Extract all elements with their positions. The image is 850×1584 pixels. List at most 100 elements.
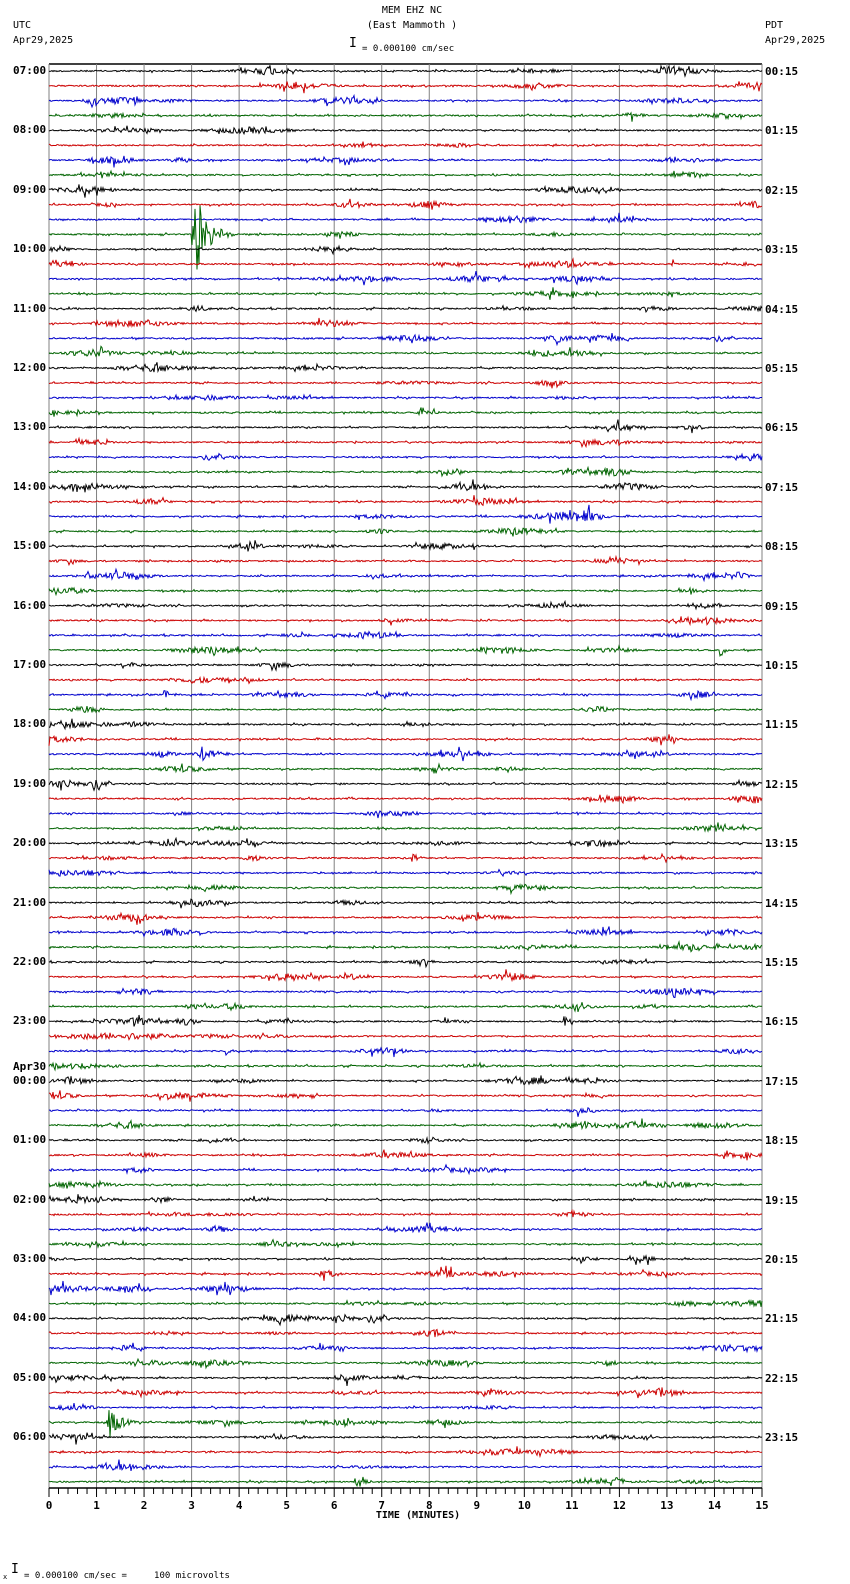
trace-row (48, 452, 763, 462)
x-tick-label: 3 (188, 1499, 195, 1512)
pdt-hour-label: 14:15 (765, 896, 799, 910)
utc-hour-label: 20:00 (13, 836, 47, 850)
trace-row (48, 689, 763, 702)
pdt-hour-label: 06:15 (765, 421, 799, 435)
pdt-hour-label: 12:15 (765, 777, 799, 791)
utc-hour-label: 23:00 (13, 1014, 47, 1028)
pdt-hour-label: 20:15 (765, 1253, 799, 1266)
utc-hour-label: 16:00 (13, 598, 47, 612)
trace-row (48, 793, 763, 805)
trace-row (48, 1402, 763, 1411)
trace-row (48, 198, 762, 210)
trace-row (48, 1387, 763, 1399)
x-tick-label: 1 (93, 1499, 100, 1512)
trace-row (48, 304, 763, 314)
trace-row (48, 155, 763, 168)
trace-row (48, 1254, 763, 1265)
left-timezone: UTC (13, 20, 32, 31)
trace-row (49, 419, 763, 434)
footer-scale-text: = 0.000100 cm/sec = 100 microvolts (24, 1571, 230, 1581)
x-tick-label: 0 (46, 1499, 53, 1512)
trace-row (48, 868, 763, 878)
trace-row (48, 1208, 763, 1218)
trace-row (48, 1163, 763, 1176)
trace-row (48, 212, 763, 224)
x-tick-label: 11 (565, 1499, 579, 1512)
utc-hour-label: 04:00 (13, 1311, 47, 1325)
trace-row (48, 718, 763, 731)
pdt-hour-label: 18:15 (765, 1134, 799, 1148)
utc-hour-label: 10:00 (13, 242, 47, 256)
trace-row (48, 1328, 763, 1338)
trace-row (49, 1313, 763, 1327)
trace-row (48, 939, 763, 953)
trace-row (48, 125, 762, 136)
utc-hour-label: 01:00 (13, 1133, 47, 1147)
trace-row (48, 1179, 763, 1190)
utc-hour-label: 06:00 (13, 1430, 47, 1444)
pdt-hour-label: 02:15 (765, 183, 799, 197)
trace-row (48, 345, 763, 358)
trace-row (48, 1432, 763, 1445)
trace-row (48, 957, 763, 969)
trace-row (48, 1107, 763, 1117)
trace-row (48, 1265, 763, 1281)
x-tick-label: 8 (426, 1499, 433, 1512)
pdt-hour-label: 04:15 (765, 302, 799, 316)
pdt-hour-label: 21:15 (765, 1312, 799, 1326)
trace-row (48, 644, 763, 658)
trace-row (48, 1298, 763, 1308)
trace-row (48, 883, 763, 896)
trace-row (48, 1280, 763, 1296)
trace-row (48, 317, 763, 329)
utc-hour-label: 13:00 (13, 420, 47, 434)
trace-row (48, 1014, 763, 1027)
trace-row (48, 1061, 763, 1072)
trace-row (48, 479, 763, 493)
trace-row (48, 184, 763, 198)
x-axis-title: TIME (MINUTES) (375, 1510, 461, 1521)
trace-row (48, 822, 763, 833)
utc-hour-label: 21:00 (13, 895, 47, 909)
trace-row (48, 504, 763, 524)
trace-row (48, 1357, 763, 1370)
left-date: Apr29,2025 (13, 35, 74, 46)
trace-row (49, 987, 763, 999)
pdt-hour-label: 09:15 (765, 599, 799, 613)
utc-hour-label: 17:00 (13, 658, 47, 671)
trace-row (48, 1342, 763, 1354)
x-tick-label: 6 (331, 1499, 338, 1512)
station-title: MEM EHZ NC (381, 5, 443, 16)
trace-row (48, 1118, 763, 1131)
pdt-hour-label: 11:15 (765, 718, 799, 732)
pdt-hour-label: 22:15 (765, 1371, 799, 1385)
pdt-hour-label: 15:15 (765, 956, 799, 969)
trace-row (49, 540, 763, 552)
right-date: Apr29,2025 (765, 35, 826, 46)
trace-row (48, 586, 762, 597)
pdt-hour-label: 16:15 (765, 1015, 799, 1029)
trace-row (48, 64, 763, 78)
trace-row (48, 615, 763, 627)
trace-row (48, 526, 763, 537)
pdt-hour-label: 08:15 (765, 540, 799, 554)
trace-row (48, 1001, 763, 1013)
trace-row (48, 379, 763, 389)
trace-row (48, 1032, 763, 1041)
x-tick-label: 14 (708, 1499, 722, 1512)
trace-row (48, 1410, 763, 1438)
utc-hour-label: 11:00 (13, 301, 47, 315)
trace-row (48, 1238, 763, 1249)
x-tick-label: 4 (236, 1499, 243, 1512)
x-tick-label: 12 (613, 1499, 626, 1512)
trace-row (48, 1446, 763, 1459)
utc-hour-label: 15:00 (13, 539, 47, 553)
trace-row (48, 495, 763, 507)
utc-hour-label: 02:00 (13, 1192, 47, 1206)
trace-row (48, 630, 763, 640)
trace-row (48, 1075, 763, 1086)
trace-row (48, 287, 763, 300)
pdt-hour-label: 05:15 (765, 362, 799, 375)
trace-row (48, 1046, 763, 1058)
